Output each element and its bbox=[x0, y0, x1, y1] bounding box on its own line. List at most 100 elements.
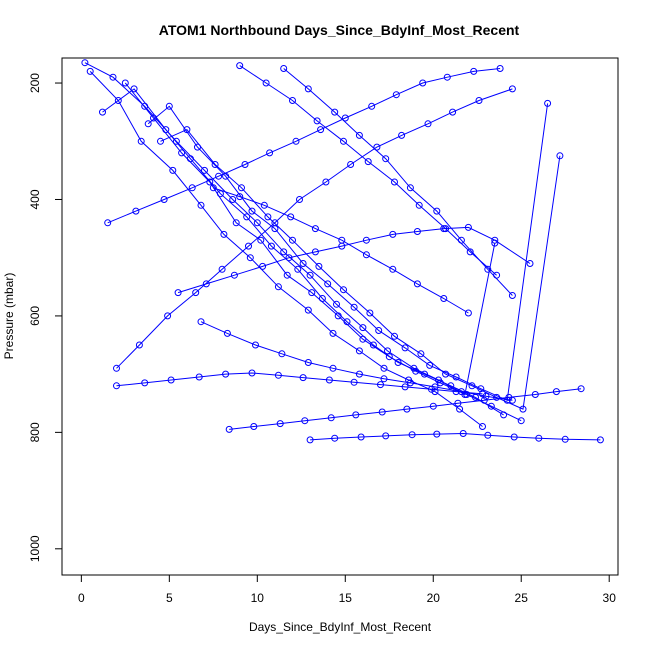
data-point bbox=[174, 289, 182, 297]
y-tick-label: 800 bbox=[28, 422, 42, 442]
data-point bbox=[311, 225, 319, 233]
data-point bbox=[442, 370, 450, 378]
data-point bbox=[508, 292, 516, 299]
data-point bbox=[267, 242, 275, 250]
data-point bbox=[104, 219, 112, 227]
data-point bbox=[331, 434, 339, 442]
data-point bbox=[144, 120, 152, 128]
data-point bbox=[362, 236, 370, 244]
x-tick-label: 30 bbox=[603, 591, 617, 605]
data-point bbox=[262, 79, 270, 87]
x-tick-label: 20 bbox=[427, 591, 441, 605]
data-point bbox=[274, 283, 282, 291]
data-point bbox=[141, 379, 149, 387]
data-point bbox=[424, 120, 432, 128]
data-point bbox=[561, 435, 569, 443]
data-point bbox=[496, 65, 504, 72]
series-7 bbox=[104, 65, 504, 227]
data-point bbox=[341, 114, 349, 122]
data-point bbox=[413, 228, 421, 235]
data-point bbox=[442, 225, 450, 233]
data-point bbox=[410, 364, 418, 372]
data-point bbox=[333, 300, 340, 308]
data-point bbox=[289, 236, 296, 244]
data-point bbox=[338, 236, 346, 244]
data-point bbox=[479, 390, 486, 398]
data-point bbox=[350, 378, 358, 386]
data-point bbox=[296, 196, 303, 203]
data-point bbox=[285, 254, 293, 262]
data-point bbox=[130, 85, 138, 93]
data-point bbox=[544, 99, 552, 107]
y-tick-label: 600 bbox=[28, 306, 42, 326]
data-point bbox=[157, 137, 164, 145]
data-point bbox=[369, 341, 377, 349]
series-line bbox=[229, 388, 582, 430]
data-point bbox=[317, 126, 325, 134]
data-point bbox=[468, 382, 476, 390]
data-point bbox=[141, 102, 149, 110]
data-point bbox=[380, 375, 388, 383]
data-point bbox=[384, 347, 391, 355]
data-point bbox=[299, 260, 307, 267]
data-point bbox=[577, 385, 585, 393]
series-14 bbox=[280, 65, 516, 299]
data-point bbox=[209, 184, 217, 192]
data-point bbox=[241, 161, 249, 168]
series-line bbox=[89, 71, 483, 427]
data-point bbox=[431, 383, 439, 391]
data-point bbox=[340, 137, 347, 145]
data-point bbox=[378, 408, 386, 416]
data-point bbox=[150, 114, 157, 122]
series-5 bbox=[157, 126, 564, 413]
data-point bbox=[137, 137, 145, 145]
data-point bbox=[596, 436, 604, 444]
data-point bbox=[236, 193, 244, 201]
series-line bbox=[124, 82, 522, 422]
data-point bbox=[248, 207, 256, 215]
y-axis-label: Pressure (mbar) bbox=[2, 273, 16, 360]
data-point bbox=[382, 155, 390, 163]
series-10 bbox=[306, 430, 604, 444]
data-point bbox=[431, 388, 439, 396]
data-point bbox=[377, 381, 384, 389]
data-point bbox=[364, 158, 372, 166]
data-point bbox=[206, 178, 214, 186]
data-point bbox=[408, 431, 416, 439]
data-point bbox=[81, 59, 89, 67]
data-point bbox=[457, 388, 465, 396]
series-line bbox=[200, 321, 513, 401]
data-point bbox=[440, 295, 448, 302]
data-point bbox=[113, 364, 120, 372]
data-point bbox=[135, 341, 143, 349]
series-13 bbox=[236, 62, 501, 279]
data-point bbox=[238, 184, 245, 192]
data-point bbox=[276, 420, 284, 428]
plot-area bbox=[61, 57, 619, 576]
x-tick-label: 25 bbox=[515, 591, 529, 605]
data-point bbox=[491, 236, 499, 244]
data-point bbox=[278, 350, 286, 358]
data-point bbox=[283, 271, 291, 279]
data-point bbox=[245, 242, 252, 250]
series-6 bbox=[113, 85, 516, 372]
data-point bbox=[201, 166, 208, 174]
data-point bbox=[391, 178, 398, 186]
data-point bbox=[329, 364, 337, 372]
data-point bbox=[304, 359, 312, 366]
data-point bbox=[304, 85, 312, 93]
data-point bbox=[192, 289, 200, 297]
data-point bbox=[260, 201, 268, 209]
data-point bbox=[250, 423, 258, 430]
data-point bbox=[160, 196, 168, 203]
series-4 bbox=[81, 59, 499, 398]
data-point bbox=[426, 361, 434, 369]
data-point bbox=[347, 161, 355, 168]
data-point bbox=[329, 329, 337, 337]
series-line bbox=[116, 372, 483, 395]
series-line bbox=[107, 68, 501, 224]
data-point bbox=[294, 265, 302, 273]
data-point bbox=[359, 335, 367, 343]
data-point bbox=[195, 373, 203, 381]
data-point bbox=[257, 236, 265, 244]
